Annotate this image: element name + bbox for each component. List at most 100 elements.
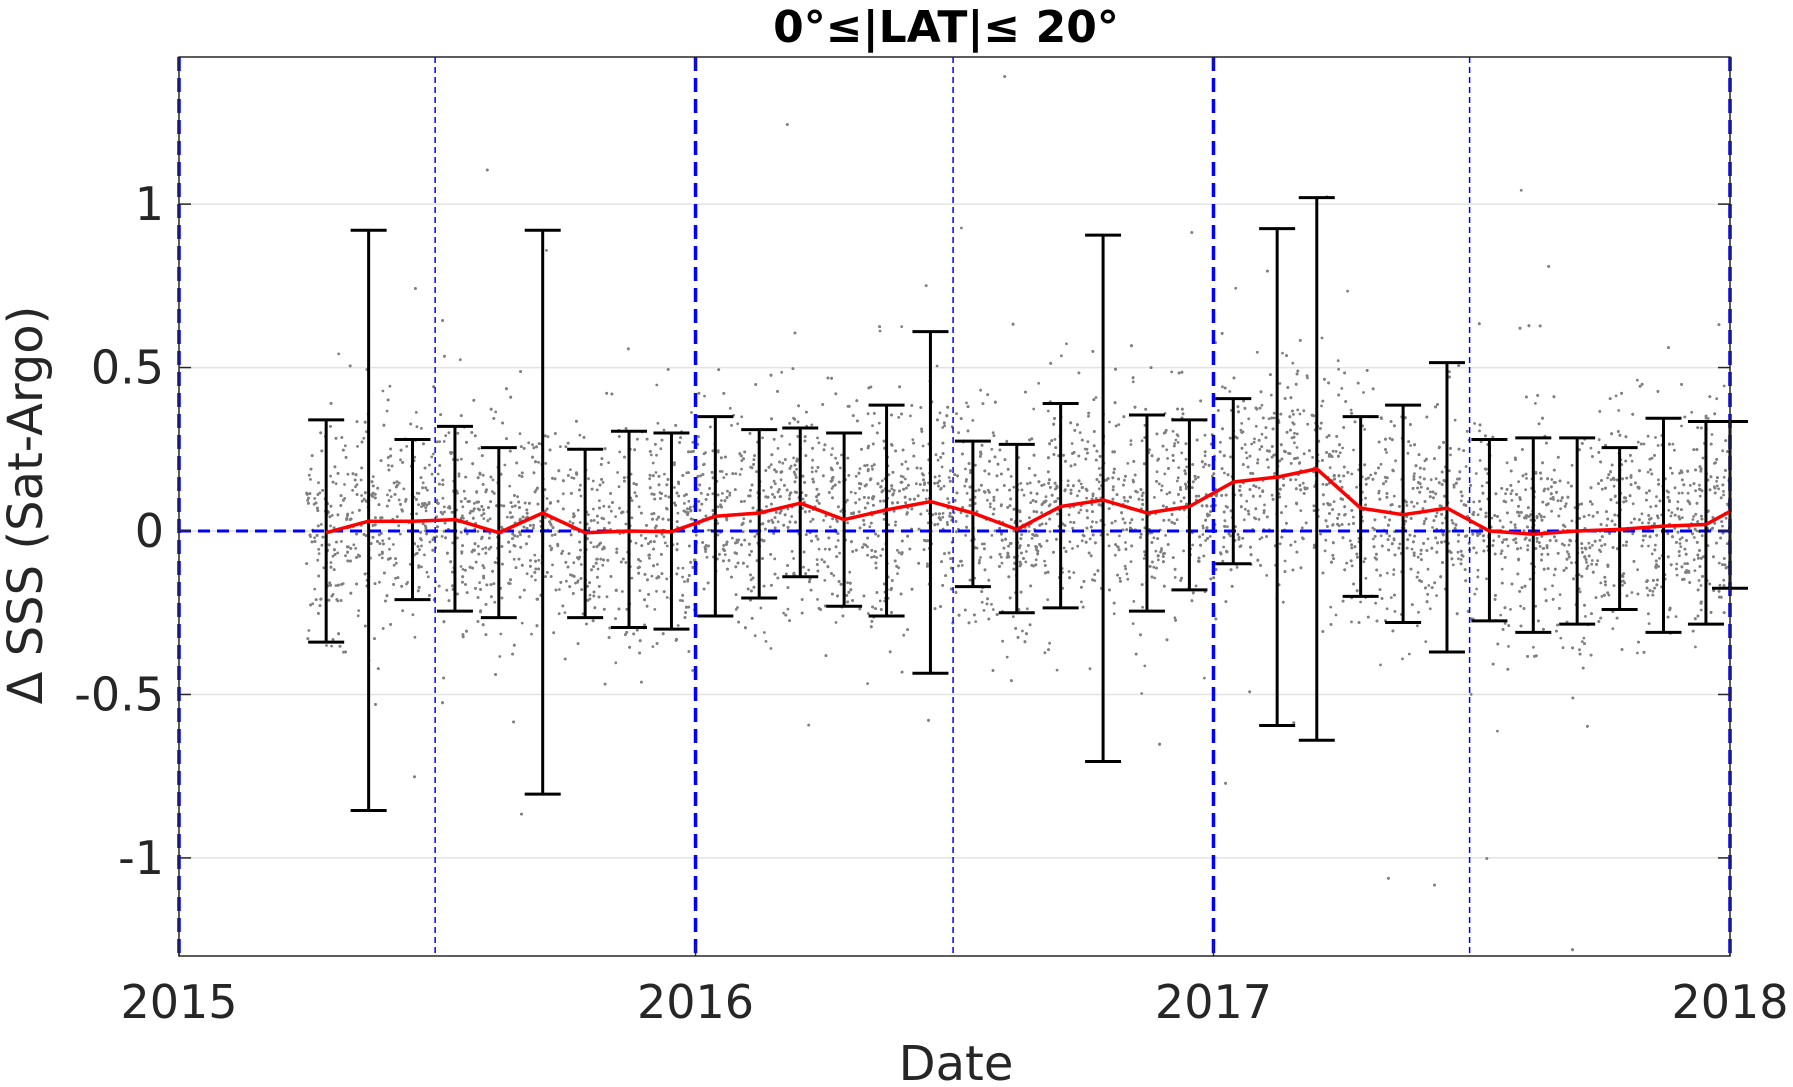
scatter-point (1123, 499, 1127, 503)
scatter-point (849, 490, 853, 494)
scatter-point (1117, 423, 1121, 426)
scatter-point (1452, 485, 1456, 489)
scatter-point (1538, 541, 1541, 545)
scatter-point (834, 456, 837, 460)
scatter-point (1040, 511, 1043, 515)
scatter-point (1449, 453, 1452, 457)
scatter-point (459, 565, 463, 568)
scatter-point (1580, 546, 1584, 550)
scatter-point (570, 476, 574, 479)
scatter-point (634, 541, 638, 545)
scatter-point (736, 422, 740, 426)
scatter-point (1257, 486, 1261, 490)
scatter-point (417, 503, 420, 506)
scatter-point (1722, 578, 1726, 582)
scatter-point (1385, 607, 1389, 611)
scatter-point (572, 561, 576, 565)
scatter-point (426, 575, 430, 579)
scatter-point (964, 467, 967, 471)
scatter-point (728, 406, 732, 410)
scatter-point (387, 464, 390, 467)
scatter-point (1405, 504, 1409, 507)
scatter-point (1201, 526, 1205, 530)
scatter-point (1034, 558, 1038, 562)
scatter-point (1094, 396, 1098, 399)
scatter-point (831, 447, 834, 450)
scatter-point (531, 443, 534, 447)
scatter-point (718, 469, 722, 473)
scatter-point (637, 505, 641, 509)
scatter-point (1698, 494, 1702, 498)
scatter-point (1552, 573, 1556, 577)
scatter-point (378, 553, 381, 557)
scatter-point (911, 438, 915, 441)
scatter-point (986, 498, 989, 502)
scatter-point (1229, 534, 1232, 538)
scatter-point (897, 551, 901, 554)
scatter-point (878, 329, 882, 333)
scatter-point (1692, 515, 1695, 518)
scatter-point (1424, 640, 1428, 643)
scatter-point (516, 535, 519, 538)
scatter-point (811, 458, 814, 462)
scatter-point (316, 558, 320, 562)
scatter-point (1670, 471, 1674, 475)
scatter-point (1131, 622, 1135, 625)
scatter-point (776, 520, 780, 524)
scatter-point (1129, 443, 1133, 446)
scatter-point (959, 511, 963, 515)
scatter-point (1245, 456, 1249, 460)
scatter-point (1472, 500, 1476, 504)
scatter-point (351, 511, 354, 514)
scatter-point (1485, 577, 1488, 581)
scatter-point (499, 632, 503, 636)
scatter-point (1658, 557, 1661, 560)
scatter-point (1392, 494, 1396, 498)
scatter-point (1722, 384, 1726, 388)
scatter-point (546, 435, 550, 439)
scatter-point (1247, 417, 1251, 421)
scatter-point (761, 436, 764, 440)
scatter-point (378, 580, 381, 584)
scatter-point (428, 540, 432, 544)
scatter-point (1094, 496, 1098, 500)
scatter-point (1434, 477, 1438, 481)
scatter-point (461, 568, 465, 571)
scatter-point (572, 476, 576, 480)
scatter-point (655, 589, 658, 593)
scatter-point (1674, 615, 1678, 618)
scatter-point (839, 509, 843, 513)
scatter-point (579, 483, 582, 487)
scatter-point (846, 581, 849, 585)
scatter-point (1422, 522, 1426, 526)
scatter-point (846, 498, 849, 502)
scatter-point (1113, 519, 1117, 523)
scatter-point (999, 555, 1003, 559)
scatter-point (960, 564, 964, 567)
scatter-point (1048, 641, 1051, 645)
scatter-point (1067, 570, 1071, 573)
scatter-point (561, 549, 565, 553)
scatter-point (1371, 526, 1375, 530)
scatter-point (478, 581, 481, 584)
scatter-point (557, 612, 561, 616)
scatter-point (936, 458, 940, 462)
scatter-point (1180, 451, 1184, 455)
scatter-point (1295, 446, 1299, 449)
scatter-point (639, 534, 643, 537)
scatter-point (795, 459, 798, 463)
scatter-point (1453, 418, 1457, 422)
scatter-point (1640, 512, 1644, 516)
scatter-point (1154, 549, 1158, 553)
scatter-point (564, 445, 568, 449)
scatter-point (1631, 502, 1635, 506)
scatter-point (665, 596, 669, 599)
scatter-point (1715, 484, 1719, 488)
scatter-point (1267, 466, 1270, 469)
scatter-point (1175, 433, 1179, 436)
scatter-point (782, 611, 785, 615)
scatter-point (568, 520, 572, 523)
scatter-point (545, 249, 548, 252)
scatter-point (1388, 534, 1391, 538)
scatter-point (461, 505, 465, 509)
